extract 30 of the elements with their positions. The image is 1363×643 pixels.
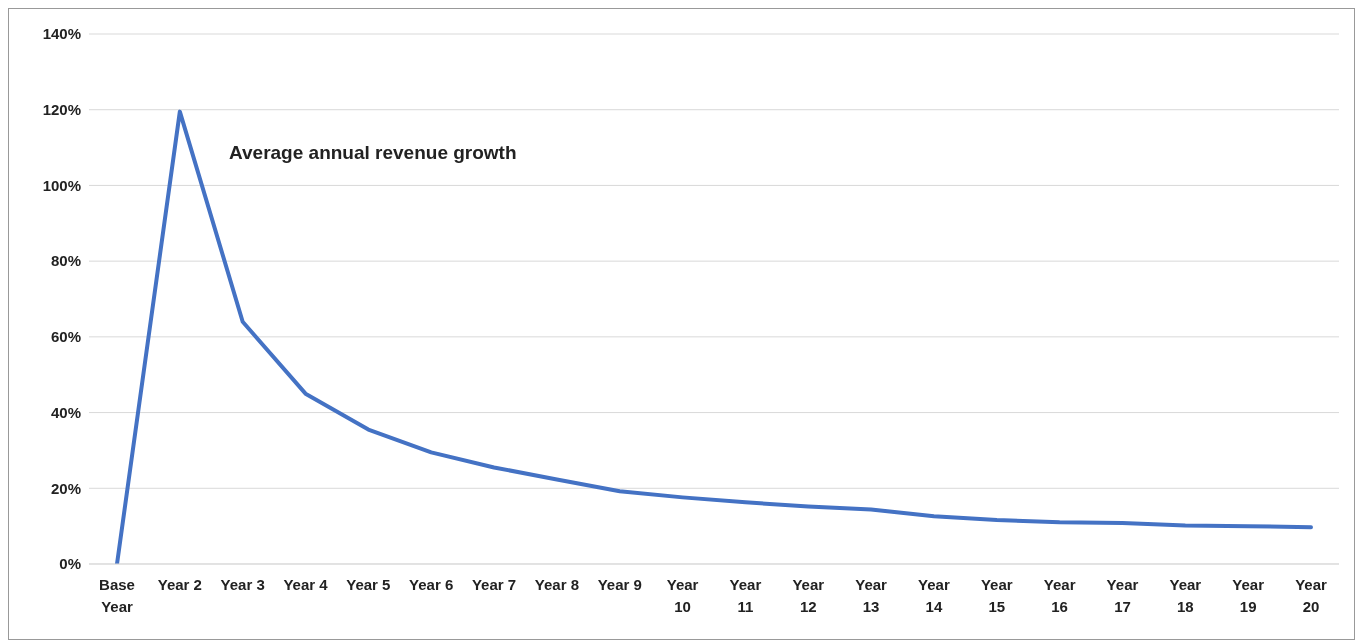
x-tick-label: Year 10 [666, 576, 699, 615]
x-tick-label: Base Year [99, 576, 135, 615]
x-tick-label: Year 5 [346, 576, 391, 593]
y-tick-label: 80% [50, 252, 81, 270]
y-tick-label: 120% [42, 101, 81, 119]
x-tick-label: Year 14 [918, 576, 950, 615]
x-tick-label: Year 18 [1169, 576, 1202, 615]
x-tick-label: Year 8 [534, 576, 579, 593]
y-tick-label: 0% [59, 555, 81, 573]
x-tick-label: Year 9 [597, 576, 642, 593]
y-tick-label: 40% [50, 403, 81, 421]
x-tick-label: Year 19 [1232, 576, 1265, 615]
y-tick-label: 100% [42, 176, 81, 194]
annotation: Average annual revenue growth [229, 142, 517, 164]
x-tick-label: Year 15 [980, 576, 1013, 615]
y-tick-label: 60% [50, 328, 81, 346]
y-tick-label: 140% [42, 25, 81, 43]
x-tick-label: Year 11 [729, 576, 762, 615]
x-tick-label: Year 6 [409, 576, 454, 593]
y-tick-label: 20% [50, 479, 81, 497]
x-tick-label: Year 20 [1295, 576, 1328, 615]
line-series [115, 109, 1313, 564]
x-tick-label: Year 4 [283, 576, 329, 593]
x-tick-label: Year 3 [220, 576, 265, 593]
x-tick-label: Year 12 [792, 576, 825, 615]
x-tick-label: Year 7 [471, 576, 517, 593]
x-tick-label: Year 16 [1043, 576, 1076, 615]
x-tick-label: Year 13 [855, 576, 888, 615]
x-tick-label: Year 17 [1106, 576, 1139, 615]
x-tick-label: Year 2 [157, 576, 202, 593]
